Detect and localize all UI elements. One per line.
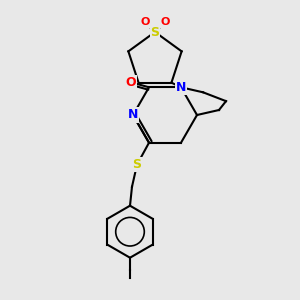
- Text: S: S: [133, 158, 142, 171]
- Text: N: N: [176, 81, 186, 94]
- Text: O: O: [126, 76, 136, 89]
- Text: N: N: [128, 109, 138, 122]
- Text: O: O: [140, 17, 150, 27]
- Text: S: S: [151, 26, 160, 38]
- Text: O: O: [160, 17, 170, 27]
